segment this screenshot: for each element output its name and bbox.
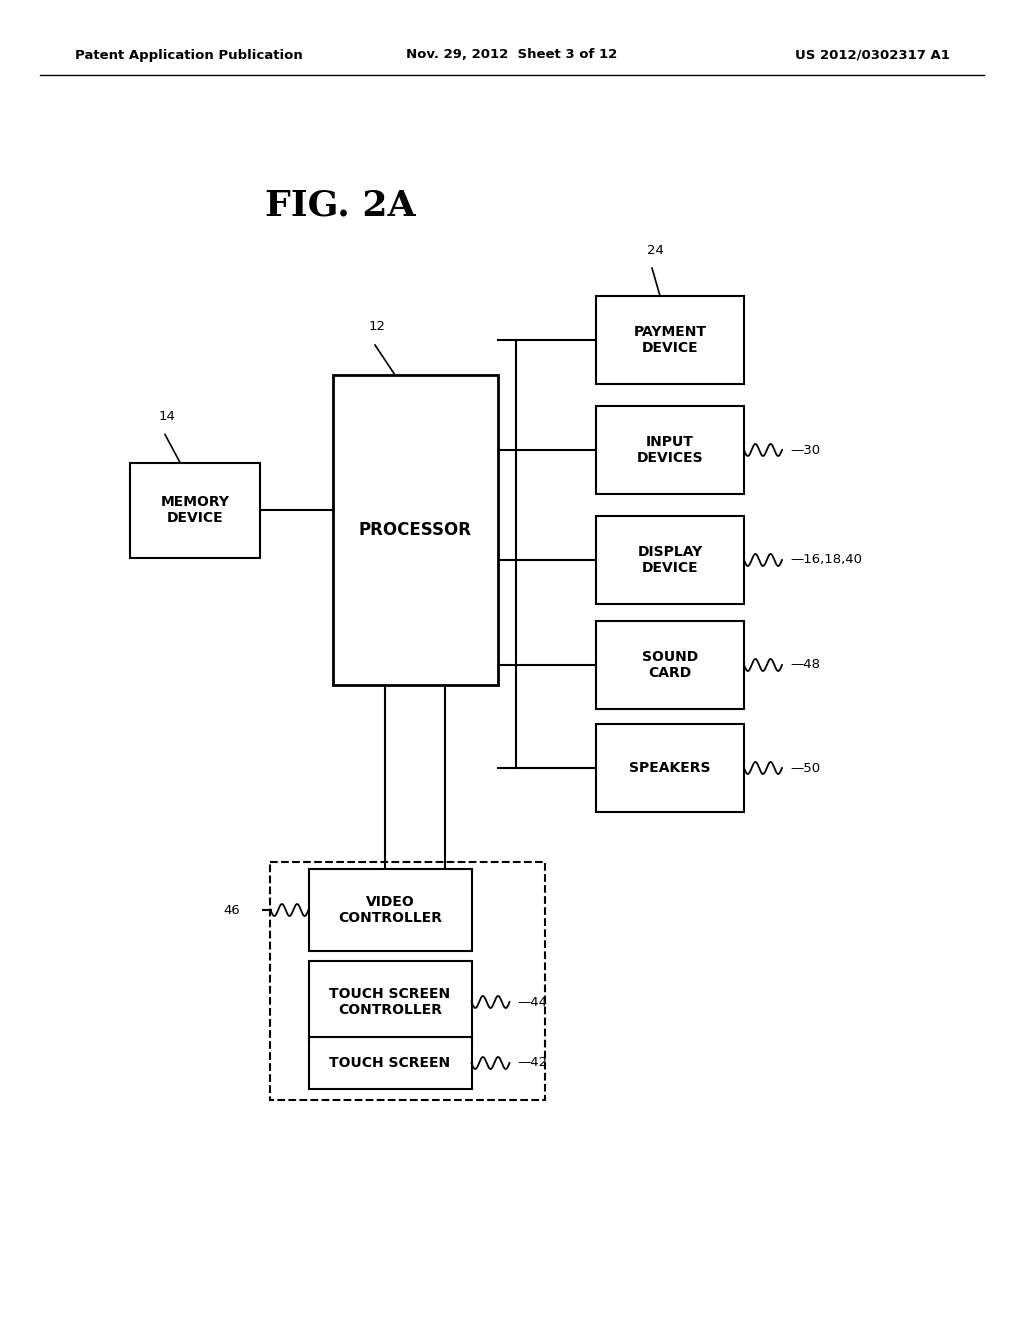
Bar <box>130 462 260 557</box>
Text: SPEAKERS: SPEAKERS <box>630 762 711 775</box>
Text: —42: —42 <box>517 1056 548 1069</box>
Bar <box>308 1038 471 1089</box>
Bar <box>308 961 471 1043</box>
Text: Nov. 29, 2012  Sheet 3 of 12: Nov. 29, 2012 Sheet 3 of 12 <box>407 49 617 62</box>
Text: SOUND
CARD: SOUND CARD <box>642 649 698 680</box>
Text: 24: 24 <box>646 244 664 257</box>
Text: Patent Application Publication: Patent Application Publication <box>75 49 303 62</box>
Bar <box>596 407 744 494</box>
Text: US 2012/0302317 A1: US 2012/0302317 A1 <box>795 49 950 62</box>
Bar <box>596 620 744 709</box>
Text: FIG. 2A: FIG. 2A <box>264 187 416 222</box>
Text: 12: 12 <box>369 319 385 333</box>
Text: —16,18,40: —16,18,40 <box>790 553 862 566</box>
Text: TOUCH SCREEN: TOUCH SCREEN <box>330 1056 451 1071</box>
Bar <box>596 723 744 812</box>
Text: —50: —50 <box>790 762 820 775</box>
Text: PAYMENT
DEVICE: PAYMENT DEVICE <box>634 325 707 355</box>
Text: VIDEO
CONTROLLER: VIDEO CONTROLLER <box>338 895 442 925</box>
Text: PROCESSOR: PROCESSOR <box>358 521 471 539</box>
Text: INPUT
DEVICES: INPUT DEVICES <box>637 434 703 465</box>
Bar <box>308 869 471 950</box>
Text: —48: —48 <box>790 659 820 672</box>
Bar <box>596 296 744 384</box>
Text: TOUCH SCREEN
CONTROLLER: TOUCH SCREEN CONTROLLER <box>330 987 451 1018</box>
Text: DISPLAY
DEVICE: DISPLAY DEVICE <box>637 545 702 576</box>
Text: —30: —30 <box>790 444 820 457</box>
Text: 14: 14 <box>159 411 175 424</box>
Bar <box>333 375 498 685</box>
Bar <box>596 516 744 605</box>
Text: 46: 46 <box>224 903 241 916</box>
Text: —44: —44 <box>517 995 548 1008</box>
Bar <box>270 862 545 1100</box>
Text: MEMORY
DEVICE: MEMORY DEVICE <box>161 495 229 525</box>
